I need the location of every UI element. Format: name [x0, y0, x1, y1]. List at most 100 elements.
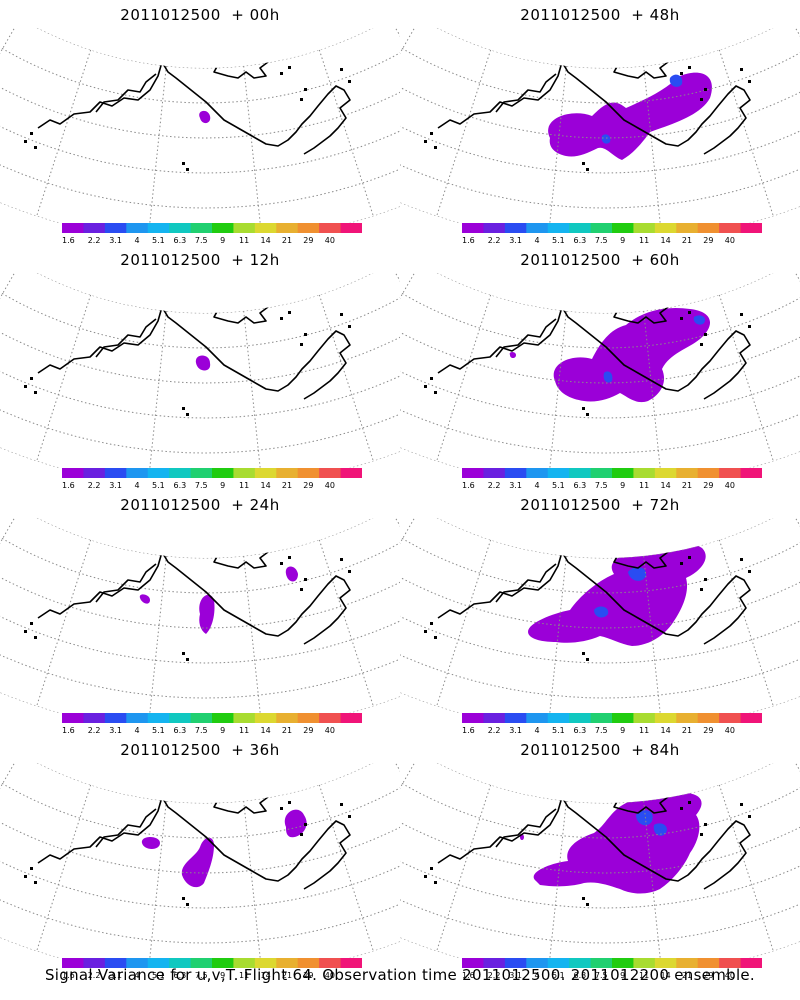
- colorbar-tick-label: 4: [534, 481, 539, 490]
- colorbar-tick-label: 11: [639, 971, 649, 980]
- latitude-line: [400, 273, 800, 314]
- colorbar-tick-label: 2.2: [488, 236, 501, 245]
- colorbar-tick-label: 14: [661, 726, 671, 735]
- island: [582, 897, 585, 900]
- coastline: [37, 796, 351, 890]
- colorbar-swatch: [319, 713, 342, 723]
- variance-region: [139, 594, 150, 604]
- island: [700, 833, 703, 836]
- latitude-line: [400, 295, 800, 419]
- panel-title: 2011012500 + 12h: [120, 251, 280, 269]
- colorbar-swatch: [297, 713, 320, 723]
- colorbar: 1.6 2.2 3.1 4 5.1 6.3 7.5 9 11 14 21 29 40: [62, 713, 362, 735]
- colorbar-tick-label: 6.3: [574, 971, 587, 980]
- longitude-line: [789, 518, 800, 661]
- colorbar-tick-label: 40: [325, 726, 335, 735]
- colorbar-tick-label: 6.3: [174, 726, 187, 735]
- island: [288, 556, 291, 559]
- colorbar-swatch: [569, 223, 592, 233]
- coastline: [495, 318, 557, 358]
- map-canvas: [400, 763, 800, 958]
- colorbar-swatch: [526, 468, 549, 478]
- longitude-line: [718, 539, 774, 707]
- longitude-line: [36, 784, 92, 952]
- variance-field: [199, 110, 211, 124]
- island: [680, 807, 683, 810]
- island: [688, 801, 691, 804]
- colorbar-tick-label: 4: [134, 236, 139, 245]
- panel-title: 2011012500 + 24h: [120, 496, 280, 514]
- colorbar-swatch: [212, 713, 234, 723]
- island: [434, 881, 437, 884]
- island: [586, 413, 589, 416]
- colorbar-tick-label: 29: [303, 236, 313, 245]
- colorbar-swatch: [633, 713, 656, 723]
- island: [340, 558, 343, 561]
- colorbar-swatch: [233, 468, 256, 478]
- coastlines: [24, 290, 351, 416]
- coastline: [37, 306, 351, 400]
- colorbar-swatch: [676, 468, 699, 478]
- island: [182, 407, 185, 410]
- colorbar-tick-label: 21: [282, 971, 292, 980]
- longitude-line: [789, 28, 800, 171]
- colorbar-tick-label: 40: [725, 236, 735, 245]
- island: [434, 636, 437, 639]
- colorbar-swatch: [676, 223, 699, 233]
- colorbar-swatch: [104, 468, 127, 478]
- longitude-line: [643, 555, 663, 713]
- colorbar-tick-label: 6.3: [574, 481, 587, 490]
- variance-region: [528, 543, 706, 646]
- longitude-line: [643, 800, 663, 958]
- longitude-line: [436, 784, 492, 952]
- island: [700, 588, 703, 591]
- longitude-line: [0, 273, 21, 416]
- island: [700, 98, 703, 101]
- coastline: [95, 808, 157, 848]
- variance-region: [636, 810, 653, 826]
- variance-field: [139, 566, 298, 634]
- colorbar-swatch: [612, 958, 634, 968]
- colorbar-tick-label: 5.1: [152, 236, 165, 245]
- longitude-line: [389, 273, 400, 416]
- colorbar-swatch: [483, 468, 506, 478]
- variance-region: [628, 567, 647, 581]
- colorbar-tick-label: 29: [703, 236, 713, 245]
- colorbar-swatch: [297, 468, 320, 478]
- colorbar-tick-label: 14: [261, 236, 271, 245]
- island: [186, 903, 189, 906]
- island: [300, 98, 303, 101]
- latitude-line: [0, 518, 400, 594]
- island: [348, 815, 351, 818]
- colorbar-swatch: [254, 468, 277, 478]
- island: [704, 333, 707, 336]
- longitude-line: [36, 294, 92, 462]
- coastlines: [24, 780, 351, 906]
- colorbar-swatch: [276, 223, 299, 233]
- island: [24, 875, 27, 878]
- latitude-line: [0, 28, 400, 104]
- colorbar-swatch: [83, 468, 106, 478]
- colorbar-tick-label: 29: [703, 971, 713, 980]
- colorbar-tick-label: 40: [325, 236, 335, 245]
- colorbar-swatch: [276, 958, 299, 968]
- colorbar-tick-label: 6.3: [174, 481, 187, 490]
- island: [304, 823, 307, 826]
- island: [280, 72, 283, 75]
- longitude-line: [547, 555, 567, 713]
- graticule: [400, 518, 800, 713]
- colorbar: 1.6 2.2 3.1 4 5.1 6.3 7.5 9 11 14 21 29 40: [462, 468, 762, 490]
- colorbar-tick-label: 1.6: [62, 726, 75, 735]
- graticule: [0, 28, 400, 223]
- latitude-line: [400, 518, 800, 559]
- longitude-line: [36, 539, 92, 707]
- variance-field: [528, 543, 706, 646]
- island: [680, 317, 683, 320]
- variance-region: [509, 352, 516, 358]
- map-panel-00h: 2011012500 + 00h 1.6 2.2 3.1 4 5.1 6.3 7.5 9 11 1…: [0, 0, 400, 245]
- island: [748, 80, 751, 83]
- colorbar-tick-label: 11: [639, 481, 649, 490]
- colorbar-tick-label: 40: [325, 481, 335, 490]
- colorbar-tick-label: 3.1: [109, 726, 122, 735]
- island: [424, 630, 427, 633]
